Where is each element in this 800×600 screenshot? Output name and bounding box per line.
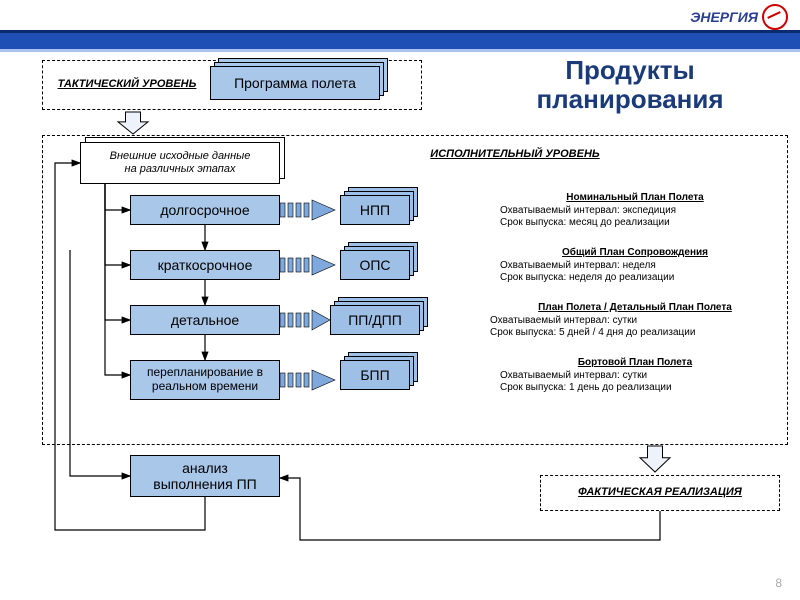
product-БПП-desc: Бортовой План ПолетаОхватываемый интерва… [500, 357, 770, 395]
product-НПП-desc: Номинальный План ПолетаОхватываемый инте… [500, 192, 770, 230]
product-ПП-ДПП-stack: ПП/ДПП [330, 305, 420, 335]
product-БПП-stack: БПП [340, 360, 410, 390]
diagram-stage: ЭНЕРГИЯ Продукты планирования ТАКТИЧЕСКИ… [0, 0, 800, 600]
product-ПП-ДПП-desc: План Полета / Детальный План ПолетаОхват… [490, 302, 780, 340]
product-НПП-stack: НПП [340, 195, 410, 225]
product-ОПС-stack: ОПС [340, 250, 410, 280]
product-ОПС-desc: Общий План СопровожденияОхватываемый инт… [500, 247, 770, 285]
page-number: 8 [775, 576, 782, 590]
